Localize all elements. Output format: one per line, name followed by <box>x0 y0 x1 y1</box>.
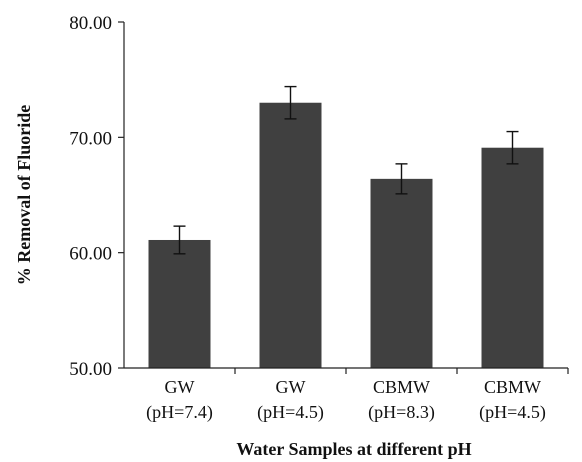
error-bars-group <box>173 85 519 255</box>
x-axis-title: Water Samples at different pH <box>236 439 471 459</box>
x-category-label: CBMW <box>484 377 541 397</box>
bar <box>370 178 433 368</box>
x-category-sublabel: (pH=8.3) <box>368 402 435 423</box>
y-tick-label: 70.00 <box>69 128 112 149</box>
x-axis-labels: GW (pH=7.4) GW (pH=4.5) CBMW (pH=8.3) CBMW (pH=… <box>146 368 569 423</box>
x-category-label: GW <box>165 377 195 397</box>
y-axis-title: % Removal of Fluoride <box>14 105 34 285</box>
bar <box>481 147 544 368</box>
x-category-label: CBMW <box>373 377 430 397</box>
y-tick-label: 60.00 <box>69 244 112 265</box>
bar <box>259 102 322 368</box>
bar <box>148 239 211 368</box>
x-category-sublabel: (pH=7.4) <box>146 402 213 423</box>
x-category-label: GW <box>276 377 306 397</box>
x-category-sublabel: (pH=4.5) <box>257 402 324 423</box>
error-bar <box>284 85 297 120</box>
error-bar <box>395 163 408 195</box>
x-category-sublabel: (pH=4.5) <box>479 402 546 423</box>
y-tick-label: 50.00 <box>69 359 112 380</box>
error-bar <box>173 225 186 255</box>
y-axis-ticks: 50.00 60.00 70.00 80.00 <box>69 13 124 380</box>
y-tick-label: 80.00 <box>69 13 112 34</box>
error-bar <box>506 130 519 165</box>
bars-group <box>148 102 544 368</box>
